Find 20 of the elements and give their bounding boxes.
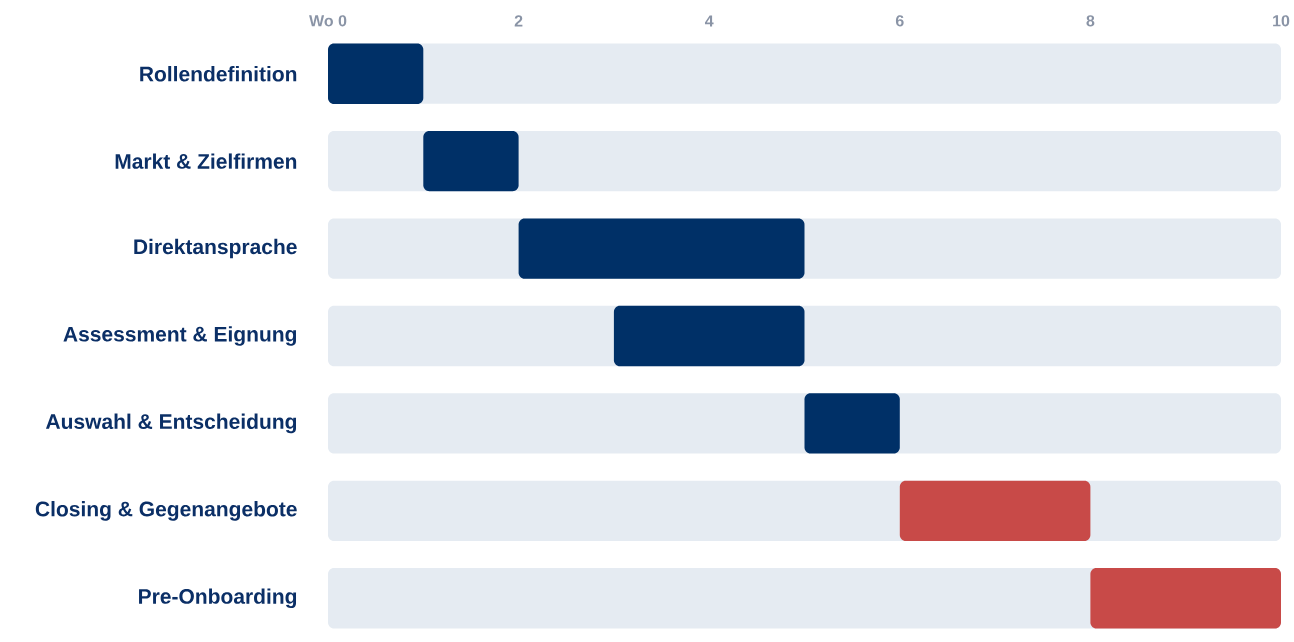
y-tick-label: Closing & Gegenangebote xyxy=(35,501,297,521)
bar xyxy=(1090,568,1281,629)
x-tick-label: Wo 0 xyxy=(309,15,347,27)
x-tick-label: 8 xyxy=(1086,15,1095,27)
y-tick-label: Direktansprache xyxy=(134,238,297,259)
y-tick-label: Pre-Onboarding xyxy=(139,588,297,609)
x-tick-label: 10 xyxy=(1273,15,1290,27)
y-tick-label: Auswahl & Entscheidung xyxy=(45,413,297,434)
y-tick-label: Assessment & Eignung xyxy=(63,326,297,346)
x-tick-label: 2 xyxy=(514,15,523,27)
bar xyxy=(423,130,519,192)
bar xyxy=(518,218,805,279)
bar xyxy=(613,305,805,367)
bar xyxy=(804,393,900,454)
x-tick-label: 4 xyxy=(704,15,714,27)
bar xyxy=(328,43,424,104)
x-tick-label: 6 xyxy=(895,15,904,27)
bar xyxy=(899,480,1091,542)
y-tick-label: Markt & Zielfirmen xyxy=(115,153,297,169)
y-tick-label: Rollendefinition xyxy=(140,66,297,82)
